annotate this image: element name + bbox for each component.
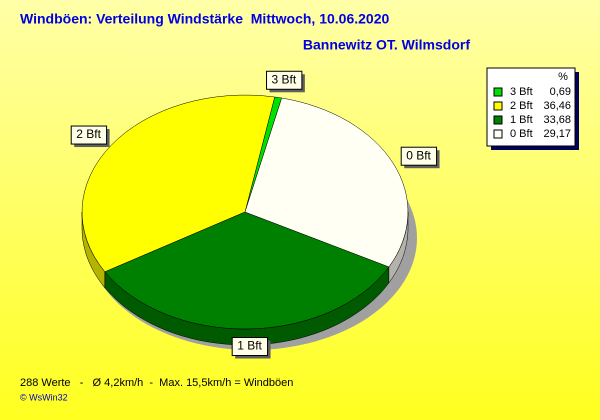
legend-value: 29,17 [543, 128, 571, 140]
slice-labels: 3 Bft 2 Bft 1 Bft 0 Bft [70, 70, 440, 359]
legend-value: 0,69 [550, 86, 571, 98]
legend-label: 2 Bft [510, 100, 533, 112]
slice-label: 3 Bft [266, 70, 305, 93]
slice-label-text: 3 Bft [272, 72, 297, 86]
chart-subtitle: Bannewitz OT. Wilmsdorf [303, 37, 470, 53]
slice-label-text: 0 Bft [406, 148, 431, 162]
legend-value: 36,46 [543, 100, 571, 112]
legend-swatch [493, 101, 503, 111]
slice-label-text: 2 Bft [76, 127, 101, 141]
slice [244, 97, 409, 268]
label-box [70, 125, 108, 145]
legend-label: 1 Bft [510, 114, 533, 126]
label-box [231, 337, 269, 357]
legend-value: 33,68 [543, 114, 571, 126]
legend-swatch [493, 87, 503, 97]
slice-label: 1 Bft [231, 337, 271, 359]
label-box [400, 146, 438, 166]
label-box [266, 70, 303, 90]
legend: 3 Bft 0,69 2 Bft 36,46 1 Bft 33,68 0 Bft 29,17 [493, 86, 571, 140]
legend-swatch [493, 129, 503, 139]
legend-header: % [558, 71, 568, 83]
slice-label: 2 Bft [70, 125, 110, 148]
slice [81, 94, 276, 273]
pie [81, 94, 409, 346]
slice-label-text: 1 Bft [237, 339, 262, 353]
credit: © WsWin32 [20, 392, 68, 402]
footer: 288 Werte - Ø 4,2km/h - Max. 15,5km/h = … [20, 377, 293, 389]
legend-label: 3 Bft [510, 86, 533, 98]
slice-label: 0 Bft [400, 146, 440, 169]
chart-title: Windböen: Verteilung Windstärke Mittwoch… [20, 11, 389, 27]
legend-swatch [493, 115, 503, 125]
legend-label: 0 Bft [510, 128, 533, 140]
slice [104, 211, 390, 330]
